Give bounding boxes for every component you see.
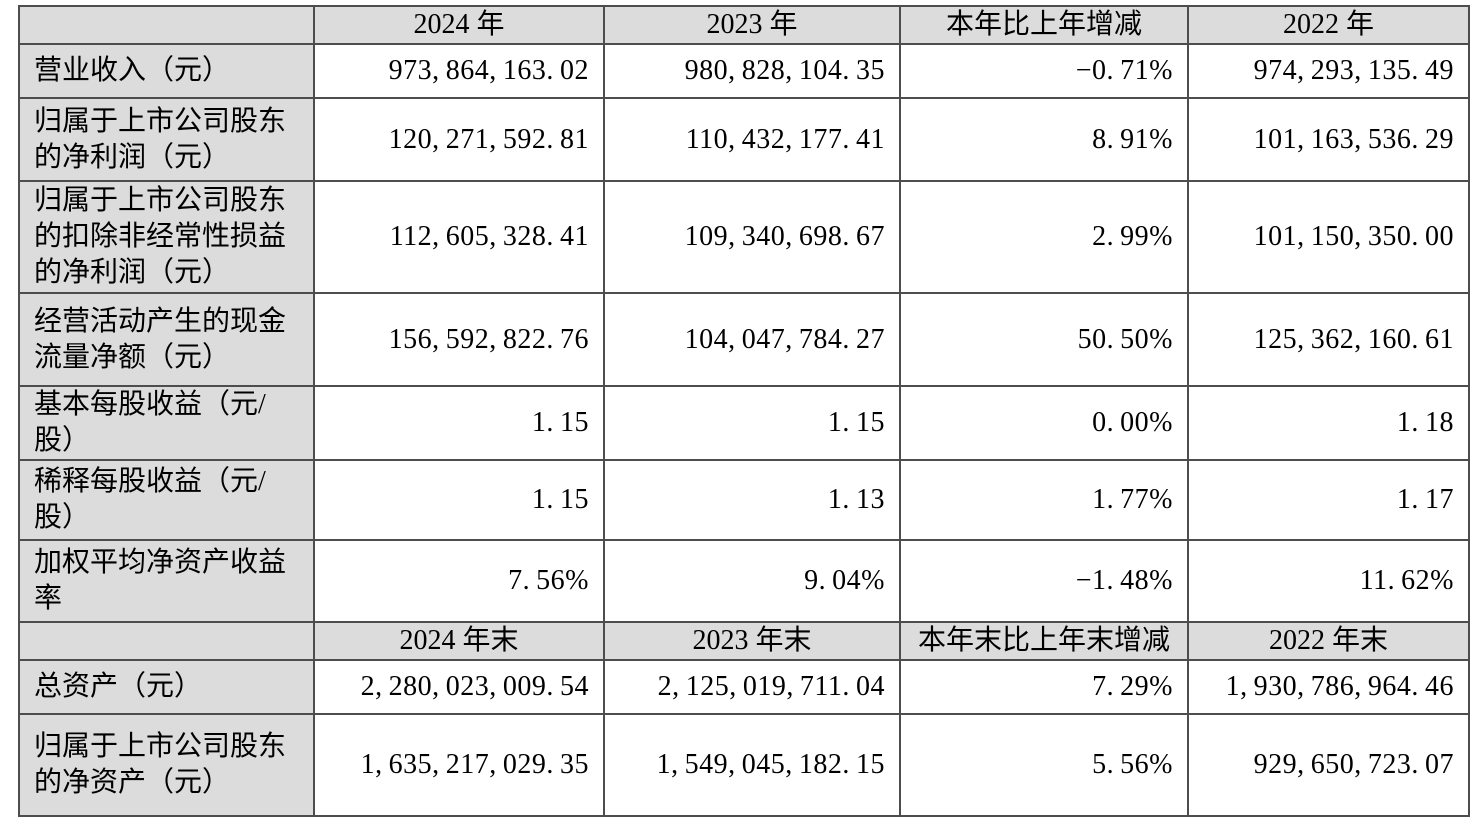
value-2022: 1. 17 bbox=[1187, 459, 1470, 541]
row-operating-cash-flow: 经营活动产生的现金 流量净额（元） 156, 592, 822. 76 104,… bbox=[18, 292, 1470, 387]
value-change: 2. 99% bbox=[899, 180, 1189, 294]
row-label: 归属于上市公司股东 的净资产（元） bbox=[18, 713, 315, 817]
value-2024: 973, 864, 163. 02 bbox=[313, 43, 605, 99]
row-total-assets: 总资产（元） 2, 280, 023, 009. 54 2, 125, 019,… bbox=[18, 659, 1470, 715]
value-change: 1. 77% bbox=[899, 459, 1189, 541]
header-cell-yearend-change: 本年末比上年末增减 bbox=[899, 621, 1189, 661]
value-2023: 109, 340, 698. 67 bbox=[603, 180, 901, 294]
value-2022: 929, 650, 723. 07 bbox=[1187, 713, 1470, 817]
value-2024: 1, 635, 217, 029. 35 bbox=[313, 713, 605, 817]
value-2024: 120, 271, 592. 81 bbox=[313, 97, 605, 182]
header-cell-2022-end: 2022 年末 bbox=[1187, 621, 1470, 661]
value-2023: 1, 549, 045, 182. 15 bbox=[603, 713, 901, 817]
header-cell-empty bbox=[18, 621, 315, 661]
value-2024: 156, 592, 822. 76 bbox=[313, 292, 605, 387]
row-basic-eps: 基本每股收益（元/ 股） 1. 15 1. 15 0. 00% 1. 18 bbox=[18, 385, 1470, 461]
row-label: 归属于上市公司股东 的扣除非经常性损益 的净利润（元） bbox=[18, 180, 315, 294]
value-2023: 1. 15 bbox=[603, 385, 901, 461]
value-2023: 110, 432, 177. 41 bbox=[603, 97, 901, 182]
row-net-profit: 归属于上市公司股东 的净利润（元） 120, 271, 592. 81 110,… bbox=[18, 97, 1470, 182]
header-cell-yoy-change: 本年比上年增减 bbox=[899, 5, 1189, 45]
header-cell-2023-end: 2023 年末 bbox=[603, 621, 901, 661]
value-2022: 125, 362, 160. 61 bbox=[1187, 292, 1470, 387]
value-2022: 1. 18 bbox=[1187, 385, 1470, 461]
row-net-profit-excl-nonrecurring: 归属于上市公司股东 的扣除非经常性损益 的净利润（元） 112, 605, 32… bbox=[18, 180, 1470, 294]
value-2024: 112, 605, 328. 41 bbox=[313, 180, 605, 294]
value-2024: 7. 56% bbox=[313, 539, 605, 623]
row-operating-revenue: 营业收入（元） 973, 864, 163. 02 980, 828, 104.… bbox=[18, 43, 1470, 99]
value-change: 7. 29% bbox=[899, 659, 1189, 715]
value-2023: 980, 828, 104. 35 bbox=[603, 43, 901, 99]
value-change: 0. 00% bbox=[899, 385, 1189, 461]
header-cell-2024-end: 2024 年末 bbox=[313, 621, 605, 661]
value-change: 8. 91% bbox=[899, 97, 1189, 182]
row-label: 基本每股收益（元/ 股） bbox=[18, 385, 315, 461]
row-net-assets: 归属于上市公司股东 的净资产（元） 1, 635, 217, 029. 35 1… bbox=[18, 713, 1470, 817]
value-2022: 974, 293, 135. 49 bbox=[1187, 43, 1470, 99]
value-2022: 11. 62% bbox=[1187, 539, 1470, 623]
financial-summary-table: 2024 年 2023 年 本年比上年增减 2022 年 营业收入（元） 973… bbox=[18, 5, 1470, 817]
value-2023: 2, 125, 019, 711. 04 bbox=[603, 659, 901, 715]
value-change: 5. 56% bbox=[899, 713, 1189, 817]
header-cell-2022: 2022 年 bbox=[1187, 5, 1470, 45]
row-label: 稀释每股收益（元/ 股） bbox=[18, 459, 315, 541]
row-label: 加权平均净资产收益 率 bbox=[18, 539, 315, 623]
row-label: 总资产（元） bbox=[18, 659, 315, 715]
row-label: 营业收入（元） bbox=[18, 43, 315, 99]
value-2024: 1. 15 bbox=[313, 459, 605, 541]
row-weighted-avg-roe: 加权平均净资产收益 率 7. 56% 9. 04% −1. 48% 11. 62… bbox=[18, 539, 1470, 623]
value-2022: 101, 150, 350. 00 bbox=[1187, 180, 1470, 294]
value-change: −0. 71% bbox=[899, 43, 1189, 99]
value-2022: 101, 163, 536. 29 bbox=[1187, 97, 1470, 182]
value-2022: 1, 930, 786, 964. 46 bbox=[1187, 659, 1470, 715]
header-cell-2024: 2024 年 bbox=[313, 5, 605, 45]
value-2024: 1. 15 bbox=[313, 385, 605, 461]
header-row-annual: 2024 年 2023 年 本年比上年增减 2022 年 bbox=[18, 5, 1470, 45]
row-label: 归属于上市公司股东 的净利润（元） bbox=[18, 97, 315, 182]
header-cell-2023: 2023 年 bbox=[603, 5, 901, 45]
value-2023: 1. 13 bbox=[603, 459, 901, 541]
row-label: 经营活动产生的现金 流量净额（元） bbox=[18, 292, 315, 387]
header-row-yearend: 2024 年末 2023 年末 本年末比上年末增减 2022 年末 bbox=[18, 621, 1470, 661]
value-change: −1. 48% bbox=[899, 539, 1189, 623]
header-cell-empty bbox=[18, 5, 315, 45]
value-change: 50. 50% bbox=[899, 292, 1189, 387]
financial-summary: 2024 年 2023 年 本年比上年增减 2022 年 营业收入（元） 973… bbox=[18, 5, 1470, 817]
value-2023: 104, 047, 784. 27 bbox=[603, 292, 901, 387]
row-diluted-eps: 稀释每股收益（元/ 股） 1. 15 1. 13 1. 77% 1. 17 bbox=[18, 459, 1470, 541]
value-2023: 9. 04% bbox=[603, 539, 901, 623]
value-2024: 2, 280, 023, 009. 54 bbox=[313, 659, 605, 715]
